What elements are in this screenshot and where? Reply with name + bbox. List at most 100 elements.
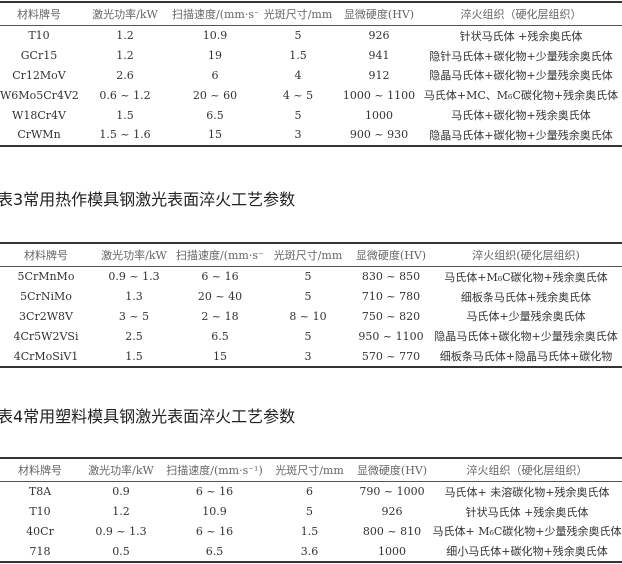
cell-scan-speed: 10.9 xyxy=(202,29,228,43)
cell-scan-speed: 6 ~ 16 xyxy=(195,485,234,499)
cell-spot-size: 5 xyxy=(304,270,312,284)
cell-scan-speed: 19 xyxy=(208,49,222,63)
column-header-spot-size: 光斑尺寸/mm xyxy=(267,458,352,482)
cell-microhardness: 790 ~ 1000 xyxy=(359,485,425,499)
cell-laser-power: 0.9 ~ 1.3 xyxy=(108,270,160,284)
table-row: Cr12MoV 2.6 6 4 912 隐晶马氏体+碳化物+少量残余奥氏体 xyxy=(0,66,622,86)
cell-quench-structure: 马氏体+少量残余奥氏体 xyxy=(466,310,586,324)
cell-quench-structure: 针状马氏体 +残余奥氏体 xyxy=(465,505,589,519)
cell-material-grade: W6Mo5Cr4V2 xyxy=(0,88,78,102)
cell-material-grade: 718 xyxy=(29,544,51,558)
table-row: T8A 0.9 6 ~ 16 6 790 ~ 1000 马氏体+ 未溶碳化物+残余奥氏体 xyxy=(0,482,622,502)
cell-quench-structure: 隐晶马氏体+碳化物+少量残余奥氏体 xyxy=(429,69,613,83)
cell-microhardness: 800 ~ 810 xyxy=(362,524,422,538)
cell-laser-power: 1.5 ~ 1.6 xyxy=(99,128,151,142)
cell-material-grade: W18Cr4V xyxy=(12,108,66,122)
cell-material-grade: Cr12MoV xyxy=(12,68,66,82)
cell-microhardness: 830 ~ 850 xyxy=(361,270,421,284)
cell-quench-structure: 马氏体+ M₆C碳化物+少量残余奥氏体 xyxy=(432,525,622,539)
cell-microhardness: 1000 xyxy=(378,544,406,558)
cell-scan-speed: 20 ~ 60 xyxy=(192,88,238,102)
cell-spot-size: 1.5 xyxy=(289,49,307,63)
cell-microhardness: 950 ~ 1100 xyxy=(358,329,424,343)
table3-caption: 表3常用热作模具钢激光表面淬火工艺参数 xyxy=(0,190,296,209)
cell-material-grade: T10 xyxy=(28,29,50,43)
cell-scan-speed: 15 xyxy=(213,349,227,363)
column-header-scan-speed: 扫描速度/(mm·s⁻¹) xyxy=(176,243,264,267)
cell-material-grade: 5CrMnMo xyxy=(17,270,75,284)
cell-material-grade: GCr15 xyxy=(20,49,58,63)
cell-material-grade: 4Cr5W2VSi xyxy=(13,329,79,343)
table-row: 5CrNiMo 1.3 20 ~ 40 5 710 ~ 780 细板条马氏体+残余奥氏体 xyxy=(0,287,622,307)
cell-laser-power: 1.2 xyxy=(112,505,130,519)
table-hot-work-die-steel-params: 材料牌号 激光功率/kW 扫描速度/(mm·s⁻¹) 光斑尺寸/mm 显微硬度(HV) 淬… xyxy=(0,242,622,368)
cell-spot-size: 5 xyxy=(294,108,302,122)
cell-material-grade: T8A xyxy=(28,485,52,499)
column-header-laser-power: 激光功率/kW xyxy=(92,243,176,267)
table-plastic-die-steel-params: 材料牌号 激光功率/kW 扫描速度/(mm·s⁻¹) 光斑尺寸/mm 显微硬度(HV) 淬… xyxy=(0,457,622,564)
cell-scan-speed: 10.9 xyxy=(202,505,227,519)
cell-microhardness: 926 xyxy=(381,505,403,519)
table-row: CrWMn 1.5 ~ 1.6 15 3 900 ~ 930 隐晶马氏体+碳化物+少量残余… xyxy=(0,125,622,146)
cell-spot-size: 5 xyxy=(304,290,312,304)
cell-quench-structure: 细板条马氏体+残余奥氏体 xyxy=(460,290,592,304)
cell-scan-speed: 20 ~ 40 xyxy=(197,290,243,304)
header-row: 材料牌号激光功率/kW扫描速度/(mm·s⁻¹)光斑尺寸/mm显微硬度(HV)淬… xyxy=(0,2,622,26)
cell-spot-size: 3 xyxy=(304,349,312,363)
cell-quench-structure: 马氏体+ 未溶碳化物+残余奥氏体 xyxy=(444,485,610,499)
cell-microhardness: 900 ~ 930 xyxy=(349,128,409,142)
table-row: 4Cr5W2VSi 2.5 6.5 5 950 ~ 1100 隐晶马氏体+碳化物+少量残余… xyxy=(0,326,622,346)
cell-material-grade: 5CrNiMo xyxy=(20,290,72,304)
cell-laser-power: 0.5 xyxy=(112,544,130,558)
cell-laser-power: 1.5 xyxy=(116,108,134,122)
column-header-scan-speed: 扫描速度/(mm·s⁻¹) xyxy=(172,2,258,26)
column-header-microhardness: 显微硬度(HV) xyxy=(352,458,432,482)
column-header-quench-structure: 淬火组织(硬化层组织) xyxy=(430,243,622,267)
column-header-material-grade: 材料牌号 xyxy=(0,243,92,267)
cell-microhardness: 1000 ~ 1100 xyxy=(342,88,416,102)
cell-laser-power: 1.5 xyxy=(125,349,143,363)
column-header-laser-power: 激光功率/kW xyxy=(78,2,172,26)
cell-microhardness: 1000 xyxy=(365,108,393,122)
cell-laser-power: 3 ~ 5 xyxy=(118,309,150,323)
cell-scan-speed: 6 ~ 16 xyxy=(195,524,234,538)
cell-laser-power: 2.5 xyxy=(125,329,143,343)
cell-spot-size: 3 xyxy=(294,128,302,142)
table-row: 718 0.5 6.5 3.6 1000 细小马氏体+碳化物+残余奥氏体 xyxy=(0,541,622,562)
cell-laser-power: 1.3 xyxy=(125,290,143,304)
cell-spot-size: 5 xyxy=(306,505,313,519)
table-row: 5CrMnMo 0.9 ~ 1.3 6 ~ 16 5 830 ~ 850 马氏体+M₆C碳… xyxy=(0,267,622,287)
cell-laser-power: 2.6 xyxy=(116,68,134,82)
cell-microhardness: 912 xyxy=(368,68,390,82)
table-row: W6Mo5Cr4V2 0.6 ~ 1.2 20 ~ 60 4 ~ 5 1000 ~ 11… xyxy=(0,85,622,105)
cell-material-grade: T10 xyxy=(29,505,51,519)
table4-caption: 表4常用塑料模具钢激光表面淬火工艺参数 xyxy=(0,407,296,426)
cell-quench-structure: 细小马氏体+碳化物+残余奥氏体 xyxy=(446,545,608,559)
cell-spot-size: 3.6 xyxy=(300,544,319,558)
cell-microhardness: 750 ~ 820 xyxy=(361,309,421,323)
cell-microhardness: 570 ~ 770 xyxy=(361,349,421,363)
cell-spot-size: 4 ~ 5 xyxy=(282,88,314,102)
column-header-quench-structure: 淬火组织（硬化层组织） xyxy=(420,2,622,26)
table-row: T10 1.2 10.9 5 926 针状马氏体 +残余奥氏体 xyxy=(0,26,622,46)
cell-spot-size: 4 xyxy=(294,68,302,82)
cell-laser-power: 1.2 xyxy=(116,29,134,43)
column-header-microhardness: 显微硬度(HV) xyxy=(352,243,430,267)
cell-laser-power: 0.9 xyxy=(112,485,130,499)
cell-scan-speed: 6.5 xyxy=(206,108,224,122)
cell-laser-power: 0.9 ~ 1.3 xyxy=(95,524,147,538)
cell-material-grade: 3Cr2W8V xyxy=(19,309,73,323)
cell-spot-size: 5 xyxy=(304,329,312,343)
column-header-microhardness: 显微硬度(HV) xyxy=(338,2,420,26)
cell-quench-structure: 马氏体+M₆C碳化物+残余奥氏体 xyxy=(444,270,608,284)
table-row: 4CrMoSiV1 1.5 15 3 570 ~ 770 细板条马氏体+隐晶马氏体+碳化物 xyxy=(0,346,622,367)
cell-laser-power: 1.2 xyxy=(116,49,134,63)
cell-spot-size: 8 ~ 10 xyxy=(289,309,327,323)
cell-quench-structure: 细板条马氏体+隐晶马氏体+碳化物 xyxy=(439,350,613,364)
cell-spot-size: 5 xyxy=(294,29,302,43)
cell-scan-speed: 6.5 xyxy=(205,544,224,558)
cell-microhardness: 710 ~ 780 xyxy=(361,290,421,304)
cell-material-grade: 40Cr xyxy=(26,524,54,538)
table-row: GCr15 1.2 19 1.5 941 隐针马氏体+碳化物+少量残余奥氏体 xyxy=(0,46,622,66)
